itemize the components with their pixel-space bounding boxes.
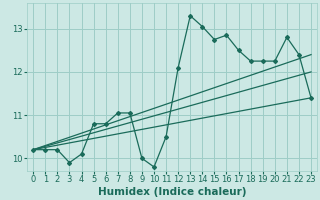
X-axis label: Humidex (Indice chaleur): Humidex (Indice chaleur) <box>98 187 246 197</box>
